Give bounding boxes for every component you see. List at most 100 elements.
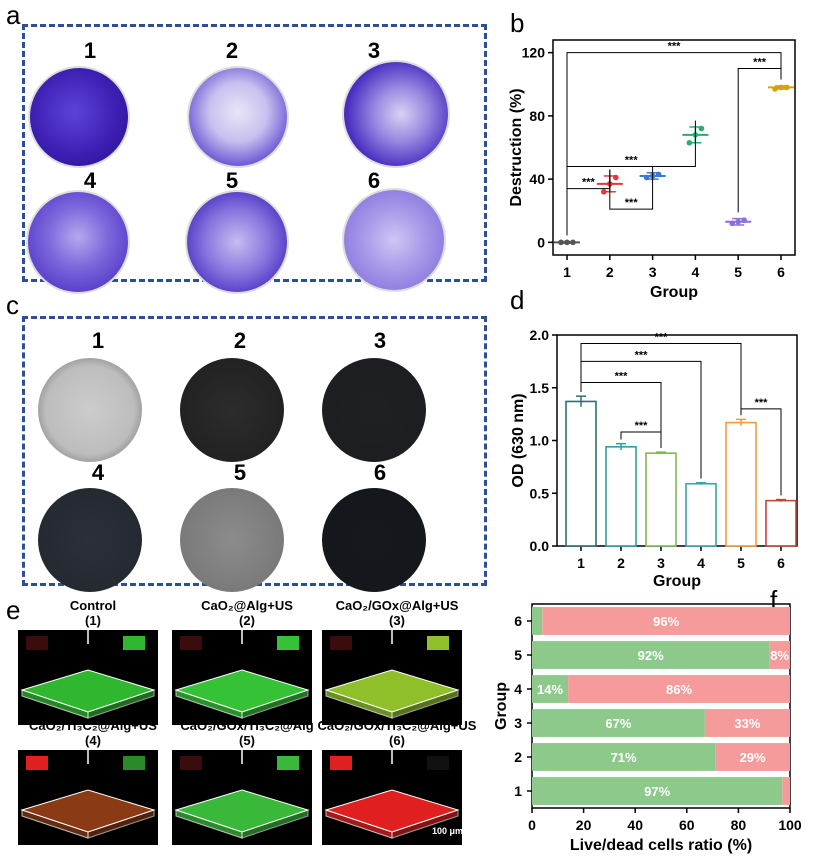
data-point (643, 174, 650, 181)
bar (605, 446, 637, 547)
data-point (784, 84, 790, 91)
y-tick-label: 0 (537, 234, 545, 250)
y-tick-label: 3 (514, 715, 522, 731)
data-point (613, 174, 619, 181)
x-axis-label: Group (650, 284, 698, 300)
dead-bar (715, 743, 790, 771)
bar (765, 499, 797, 547)
x-tick-label: 1 (577, 555, 585, 571)
x-tick-label: 0 (528, 817, 536, 833)
live-label: 97% (644, 784, 670, 799)
confocal-title-line2: (1) (85, 613, 101, 628)
dish-a-number-1: 1 (83, 38, 97, 63)
plot-frame (531, 603, 791, 809)
plot-frame (552, 39, 796, 256)
dish-a-number-3: 3 (367, 38, 381, 63)
x-axis-label: Live/dead cells ratio (%) (570, 837, 752, 854)
data-point (686, 139, 693, 146)
plate-dish-2 (180, 358, 284, 462)
dish-c-number-2: 2 (233, 328, 247, 353)
x-tick-label: 5 (737, 555, 745, 571)
significance-label: *** (753, 56, 767, 68)
confocal-title-4: CaO₂/Ti₃C₂@Alg+US (4) (8, 718, 178, 748)
x-tick-label: 4 (692, 264, 700, 280)
dish-a-number-2: 2 (225, 38, 239, 63)
y-axis-label: OD (630 nm) (510, 393, 527, 487)
confocal-title-1: Control (1) (8, 598, 178, 628)
confocal-title-3: CaO₂/GOx@Alg+US (3) (312, 598, 482, 628)
data-point (558, 239, 564, 246)
significance-label: *** (582, 177, 596, 189)
y-tick-label: 1.5 (530, 380, 550, 396)
x-axis-label: Group (653, 573, 701, 590)
panel-label-f: f (770, 585, 778, 615)
data-point (729, 220, 735, 227)
dead-bar (704, 709, 790, 737)
y-tick-label: 0.5 (530, 485, 550, 501)
dish-a-number-6: 6 (367, 168, 381, 193)
dead-bar (568, 675, 790, 703)
dead-label: 29% (740, 750, 766, 765)
significance-label: *** (625, 154, 639, 166)
data-point (735, 219, 741, 225)
confocal-title-6: CaO₂/GOx/Ti₃C₂@Alg+US (6) (312, 718, 482, 748)
x-tick-label: 80 (731, 817, 747, 833)
plate-dish-6 (322, 488, 426, 592)
chart-d-od: 0.0 0.5 1.0 1.5 2.0 1 2 3 4 5 6 Group OD (630 nm) ***… (510, 327, 798, 590)
confocal-title-line2: (3) (389, 613, 405, 628)
plate-dish-5 (180, 488, 284, 592)
bar (565, 400, 597, 547)
y-tick-label: 0.0 (530, 538, 550, 554)
significance-bracket (580, 342, 742, 416)
y-tick-label: 1.0 (530, 433, 550, 449)
confocal-title-line1: CaO₂/GOx/Ti₃C₂@Alg (180, 718, 314, 733)
confocal-title-5: CaO₂/GOx/Ti₃C₂@Alg (5) (162, 718, 332, 748)
dish-c-number-3: 3 (373, 328, 387, 353)
confocal-title-line2: (5) (239, 733, 255, 748)
panel-label-d: d (510, 285, 525, 315)
bar (685, 482, 717, 547)
data-point (655, 171, 662, 178)
x-tick-label: 60 (679, 817, 695, 833)
dish-a-number-4: 4 (83, 168, 97, 193)
y-tick-label: 2.0 (530, 327, 550, 343)
confocal-render (324, 630, 460, 719)
live-bar (532, 607, 543, 635)
x-tick-label: 100 (778, 817, 802, 833)
panel-label-b: b (510, 8, 525, 38)
data-point (741, 217, 747, 224)
x-tick-label: 3 (649, 264, 657, 280)
live-bar (532, 743, 716, 771)
y-tick-label: 40 (529, 171, 545, 187)
confocal-image-3 (322, 630, 462, 725)
significance-label: *** (635, 349, 649, 361)
plate-dish-3 (322, 358, 426, 462)
x-tick-label: 5 (734, 264, 742, 280)
significance-label: *** (615, 370, 629, 382)
confocal-image-1 (18, 630, 158, 725)
confocal-image-4 (18, 750, 158, 845)
y-tick-label: 5 (514, 647, 522, 663)
chart-b-destruction: 0 40 80 120 1 2 3 4 5 6 Group Destruction (%) *** ***… (508, 39, 796, 300)
x-tick-label: 4 (697, 555, 705, 571)
confocal-title-line1: CaO₂/Ti₃C₂@Alg+US (29, 718, 157, 733)
y-axis-label: Group (493, 682, 510, 730)
data-point (698, 125, 705, 132)
x-tick-label: 40 (627, 817, 643, 833)
confocal-title-line1: Control (69, 598, 117, 613)
dish-c-number-6: 6 (373, 460, 387, 485)
biofilm-dish-2 (189, 68, 287, 166)
significance-label: *** (755, 397, 769, 409)
x-tick-label: 2 (606, 264, 614, 280)
dead-label: 86% (666, 682, 692, 697)
dish-c-number-5: 5 (233, 460, 247, 485)
data-point (778, 84, 784, 91)
significance-bracket (566, 52, 782, 236)
confocal-image-6 (322, 750, 462, 845)
biofilm-dish-6 (344, 190, 444, 290)
confocal-image-2 (172, 630, 312, 725)
significance-bracket (609, 166, 654, 210)
data-point (601, 188, 607, 195)
confocal-title-line2: (4) (85, 733, 101, 748)
significance-label: *** (625, 197, 639, 209)
